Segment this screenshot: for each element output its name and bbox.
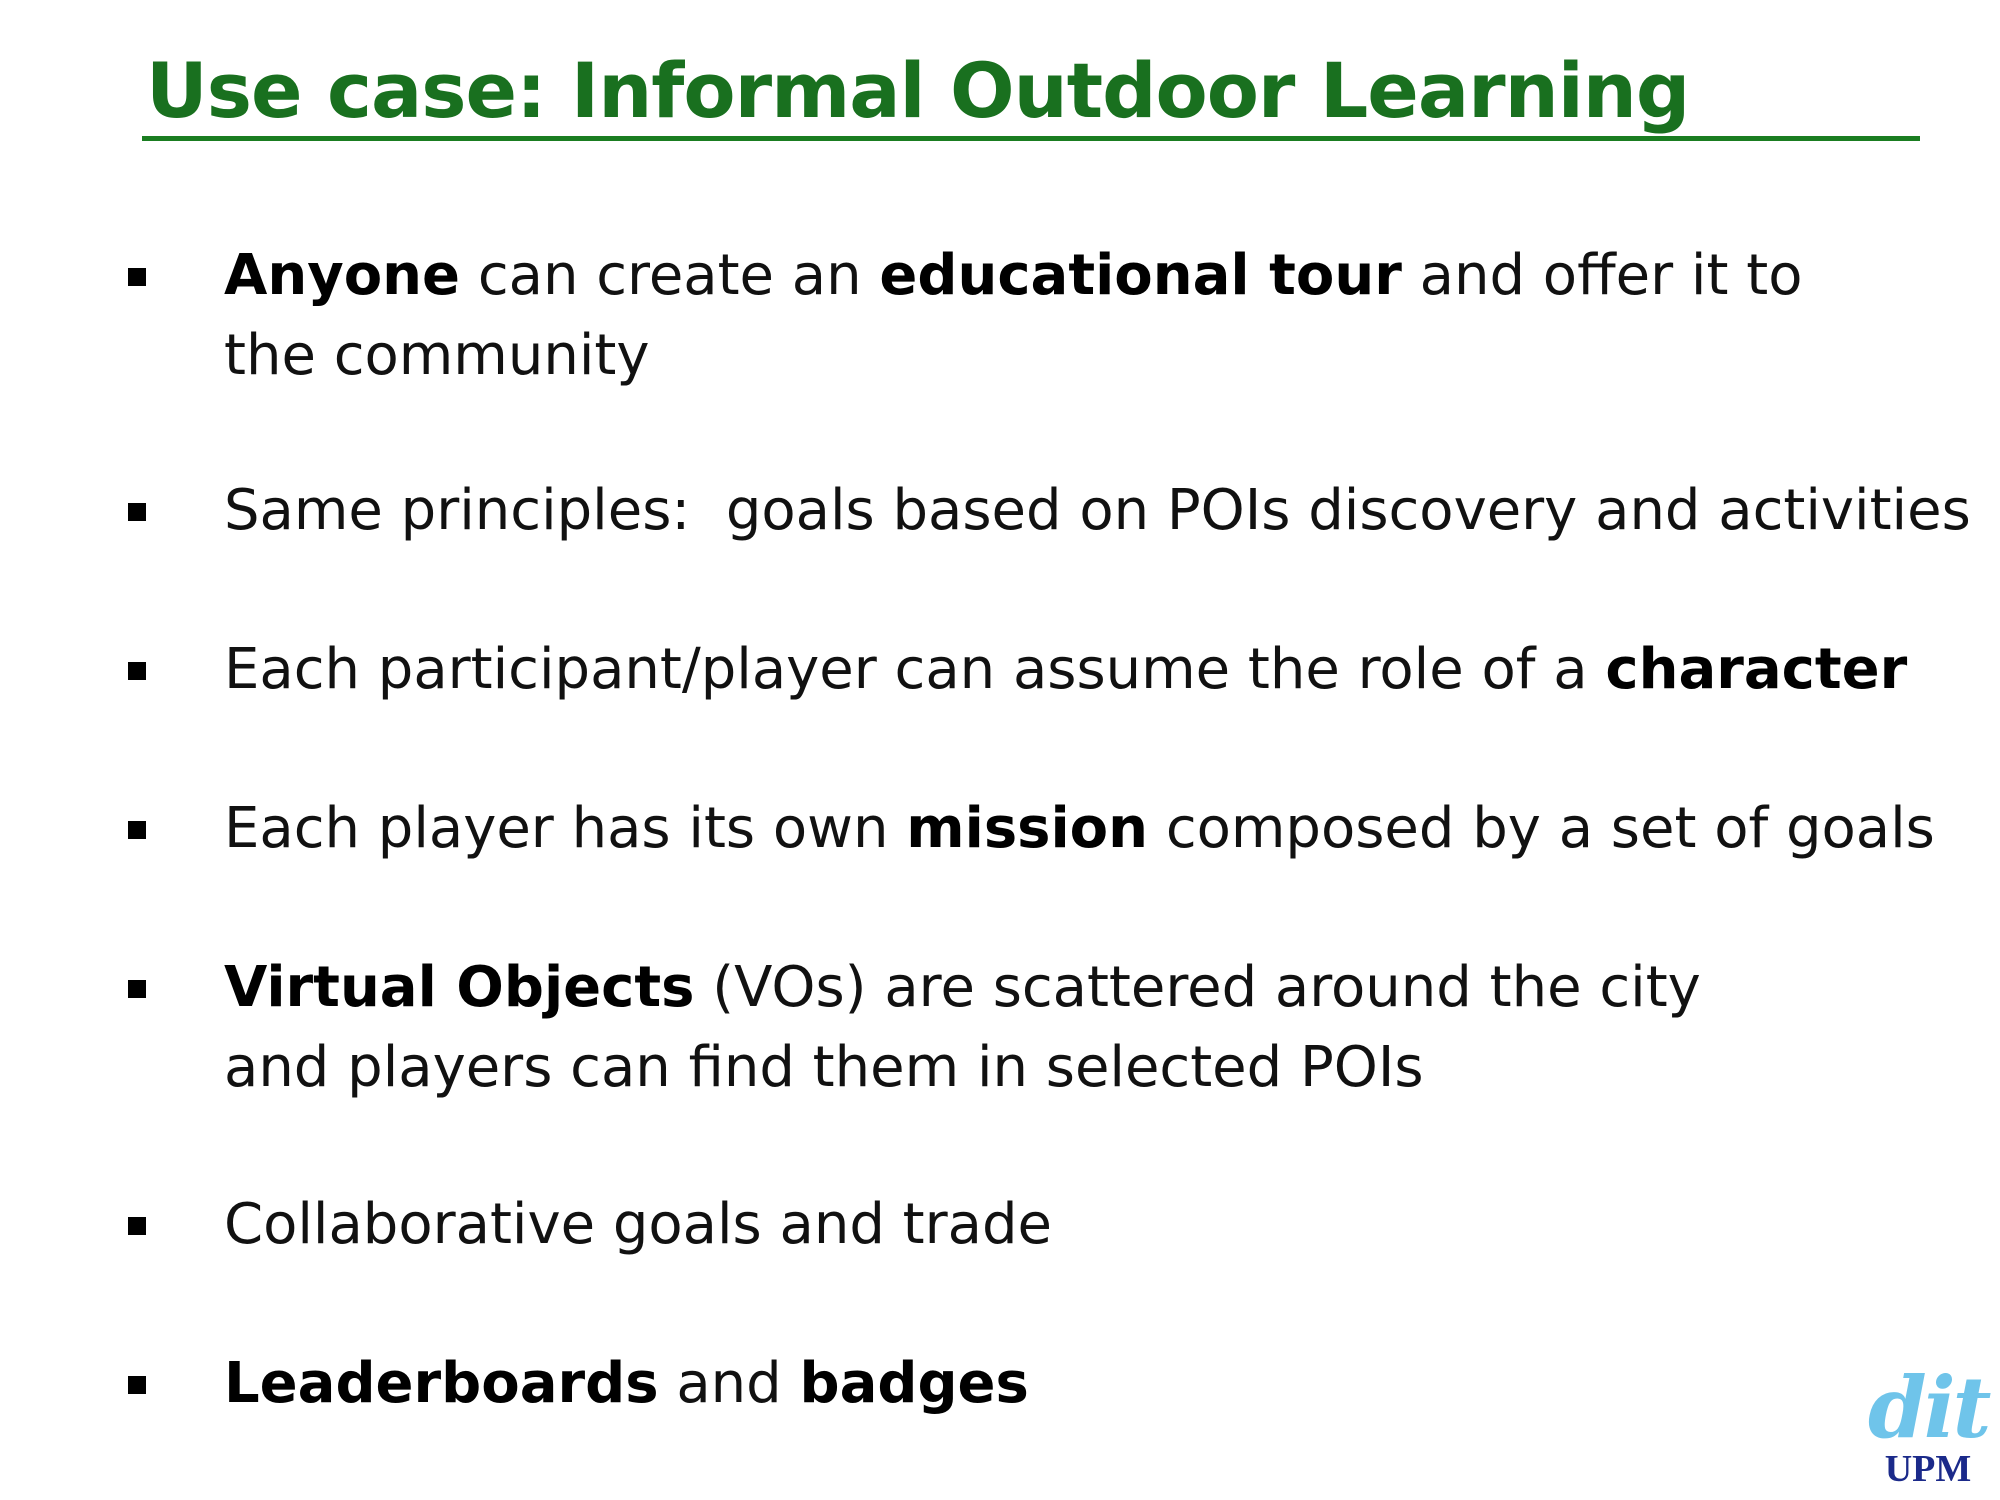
square-bullet-icon bbox=[128, 268, 146, 286]
text-run: Same principles: goals based on POIs dis… bbox=[224, 478, 1971, 543]
dit-upm-logo: dit UPM bbox=[1868, 1358, 1991, 1490]
bullet-text: Leaderboards and badges bbox=[224, 1344, 1944, 1424]
square-bullet-icon bbox=[128, 821, 146, 839]
logo-mark: dit bbox=[1868, 1358, 1991, 1457]
square-bullet-icon bbox=[128, 662, 146, 680]
text-run: and offer it to the community bbox=[224, 243, 1803, 388]
bold-phrase: Leaderboards bbox=[224, 1351, 659, 1416]
text-run: Each participant/player can assume the r… bbox=[224, 637, 1606, 702]
square-bullet-icon bbox=[128, 1376, 146, 1394]
bold-phrase: character bbox=[1605, 637, 1908, 702]
bold-phrase: Virtual Objects bbox=[224, 955, 695, 1020]
title-underline-divider bbox=[142, 136, 1920, 141]
square-bullet-icon bbox=[128, 1217, 146, 1235]
text-run: composed by a set of goals bbox=[1148, 796, 1935, 861]
text-run: Each player has its own bbox=[224, 796, 907, 861]
bullet-text: Collaborative goals and trade bbox=[224, 1185, 1944, 1265]
text-run: Collaborative goals and trade bbox=[224, 1192, 1052, 1257]
bold-phrase: mission bbox=[906, 796, 1149, 861]
bold-phrase: educational tour bbox=[879, 243, 1402, 308]
slide-title: Use case: Informal Outdoor Learning bbox=[146, 46, 1690, 135]
bold-phrase: badges bbox=[799, 1351, 1029, 1416]
bullet-text: Each player has its own mission composed… bbox=[224, 789, 1944, 869]
bullet-text: Anyone can create an educational tour an… bbox=[224, 236, 1844, 396]
bullet-text: Virtual Objects (VOs) are scattered arou… bbox=[224, 948, 1784, 1108]
text-run: (VOs) are scattered around the city and … bbox=[224, 955, 1701, 1100]
square-bullet-icon bbox=[128, 503, 146, 521]
square-bullet-icon bbox=[128, 980, 146, 998]
text-run: and bbox=[658, 1351, 800, 1416]
bullet-text: Each participant/player can assume the r… bbox=[224, 630, 1944, 710]
bold-phrase: Anyone bbox=[224, 243, 461, 308]
bullet-text: Same principles: goals based on POIs dis… bbox=[224, 471, 1971, 551]
logo-subtitle: UPM bbox=[1884, 1448, 1972, 1490]
text-run: can create an bbox=[460, 243, 880, 308]
